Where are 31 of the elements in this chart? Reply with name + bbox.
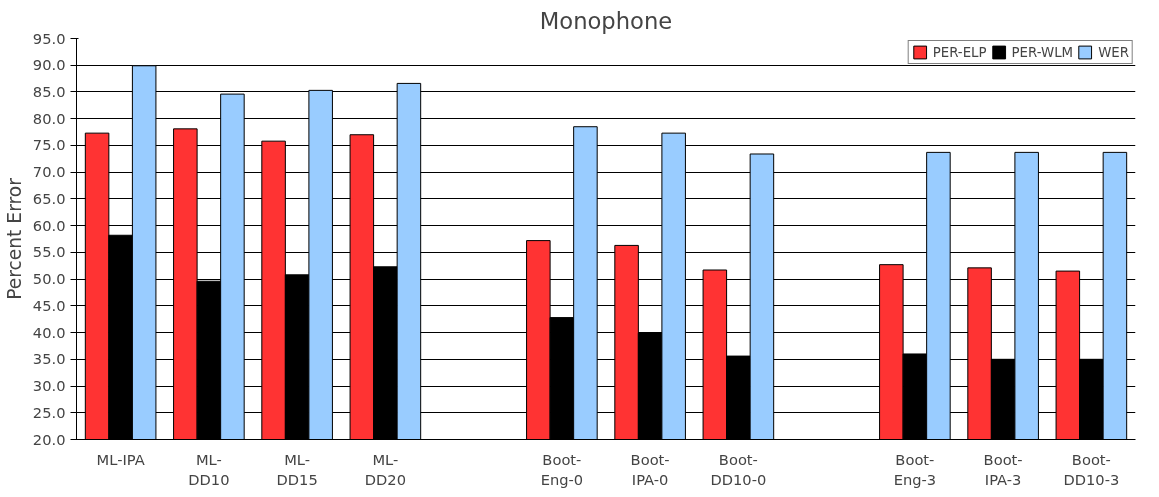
x-tick-label: Boot- DD10-3 bbox=[1063, 450, 1120, 488]
y-tick-label: 50.0 bbox=[32, 270, 66, 288]
y-tick-label: 80.0 bbox=[32, 109, 66, 127]
y-tick-label: 30.0 bbox=[32, 377, 66, 395]
y-tick-label: 60.0 bbox=[32, 216, 66, 234]
y-tick-label: 35.0 bbox=[32, 350, 66, 368]
x-tick-label: Boot- Eng-0 bbox=[540, 450, 584, 488]
x-tick-label: ML- DD10 bbox=[188, 450, 230, 488]
x-tick-label: ML- DD15 bbox=[276, 450, 318, 488]
y-tick-label: 40.0 bbox=[32, 323, 66, 341]
legend-label: PER-ELP bbox=[932, 44, 987, 60]
legend-label: WER bbox=[1098, 44, 1129, 60]
y-tick-label: 25.0 bbox=[32, 403, 66, 421]
y-tick-label: 55.0 bbox=[32, 243, 66, 261]
y-tick-label: 70.0 bbox=[32, 163, 66, 181]
y-tick-label: 75.0 bbox=[32, 136, 66, 154]
y-tick-label: 20.0 bbox=[32, 430, 66, 448]
x-tick-label: Boot- DD10-0 bbox=[710, 450, 767, 488]
y-tick-label: 85.0 bbox=[32, 82, 66, 100]
y-tick-label: 90.0 bbox=[32, 56, 66, 74]
y-axis-title: Percent Error bbox=[3, 177, 25, 300]
x-tick-label: Boot- Eng-3 bbox=[893, 450, 937, 488]
y-tick-label: 95.0 bbox=[32, 29, 66, 47]
y-tick-label: 65.0 bbox=[32, 189, 66, 207]
x-tick-label: Boot- IPA-3 bbox=[983, 450, 1023, 488]
chart-title: Monophone bbox=[539, 7, 673, 34]
x-tick-label: ML-IPA bbox=[96, 450, 145, 468]
y-tick-label: 45.0 bbox=[32, 296, 66, 314]
x-tick-label: ML- DD20 bbox=[364, 450, 406, 488]
legend-label: PER-WLM bbox=[1011, 44, 1074, 60]
x-tick-label: Boot- IPA-0 bbox=[630, 450, 670, 488]
